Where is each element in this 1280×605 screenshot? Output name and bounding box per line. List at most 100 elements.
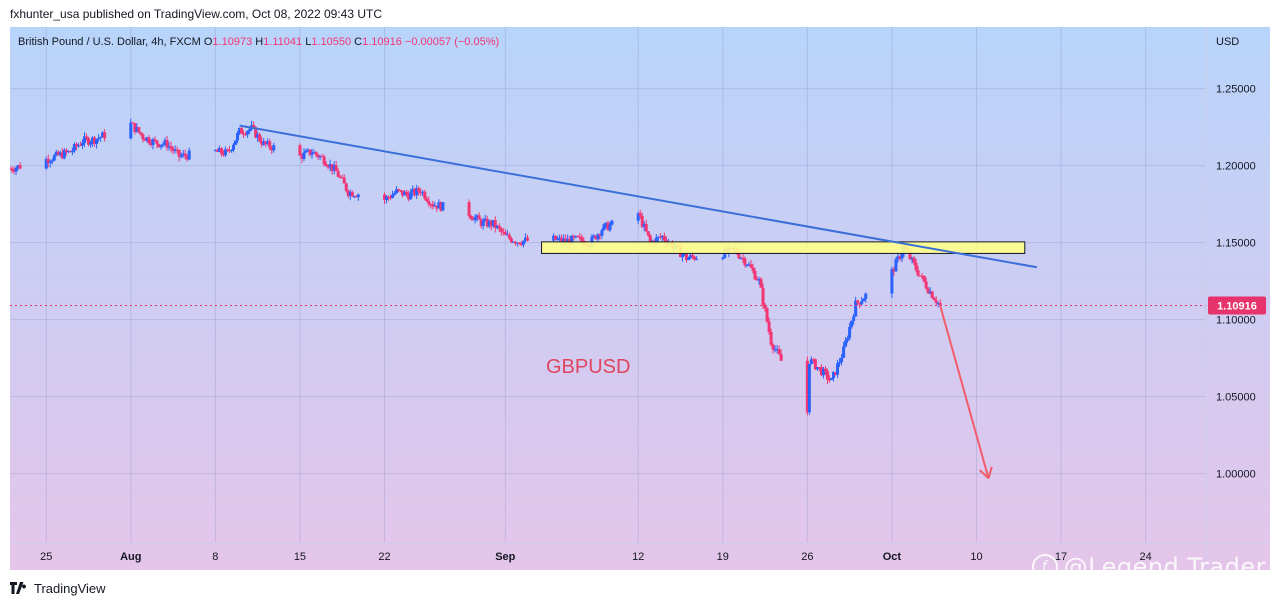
candle-body <box>266 141 270 144</box>
candle-body <box>387 196 391 198</box>
candle-body <box>513 241 517 244</box>
candle-body <box>846 338 850 341</box>
candle-body <box>229 149 233 151</box>
candle-body <box>608 224 612 231</box>
candle-body <box>745 264 749 266</box>
candle-body <box>411 189 415 193</box>
trendline[interactable] <box>239 124 1038 269</box>
candle-body <box>435 205 439 209</box>
candle-body <box>662 235 666 241</box>
candle-body <box>131 122 135 124</box>
y-tick-label: 1.10000 <box>1216 315 1256 327</box>
candle-body <box>270 147 274 151</box>
legend-part: O <box>204 36 213 48</box>
candle-body <box>815 367 819 370</box>
candle-body <box>161 144 165 146</box>
x-tick-label: 12 <box>632 551 644 563</box>
candle-body <box>842 346 846 358</box>
candle-body <box>318 156 322 158</box>
candle-body <box>316 154 320 158</box>
candle-body <box>340 177 344 179</box>
candle-body <box>767 321 771 332</box>
legend-part: 1.10550 <box>311 36 354 48</box>
candle-body <box>234 140 238 145</box>
candle-body <box>640 215 644 227</box>
symbol-annotation[interactable]: GBPUSD <box>546 356 630 378</box>
candle-body <box>602 224 606 231</box>
candle-body <box>832 372 836 379</box>
candle-body <box>171 148 175 152</box>
projection-arrow-head <box>979 469 990 480</box>
candle-body <box>397 189 401 191</box>
projection-arrow[interactable] <box>939 305 990 479</box>
candle-body <box>852 316 856 321</box>
candle-body <box>246 131 250 135</box>
candle-body <box>437 202 441 209</box>
candle-body <box>658 236 662 238</box>
candle-body <box>231 144 235 150</box>
candle-body <box>519 244 523 246</box>
candle-body <box>779 354 783 361</box>
candle-body <box>91 137 95 143</box>
candle-body <box>385 196 389 200</box>
candle-body <box>606 222 610 231</box>
candle-body <box>268 141 272 148</box>
candle-body <box>356 194 360 198</box>
candle-body <box>610 220 614 225</box>
candle-body <box>821 368 825 376</box>
resistance-zone[interactable] <box>541 241 1026 254</box>
candle-body <box>391 194 395 198</box>
candle-body <box>691 255 695 257</box>
y-tick-label: 1.00000 <box>1216 469 1256 481</box>
candle-body <box>56 151 60 156</box>
candle-body <box>469 215 473 219</box>
candle-body <box>254 127 258 138</box>
x-tick-label: 25 <box>40 551 52 563</box>
candle-body <box>829 378 833 380</box>
candle-body <box>14 167 18 172</box>
candle-body <box>153 139 157 141</box>
x-tick-label: Oct <box>883 551 902 563</box>
candle-body <box>926 288 930 294</box>
candle-body <box>554 235 558 240</box>
candles <box>10 118 942 416</box>
candle-body <box>898 256 902 259</box>
drawings[interactable]: 1.10916 <box>10 124 1266 480</box>
candle-body <box>807 363 811 413</box>
candle-body <box>151 139 155 146</box>
candle-body <box>157 144 161 147</box>
candle-body <box>497 225 501 229</box>
candle-body <box>636 213 640 221</box>
candle-body <box>763 304 767 309</box>
price-chart[interactable]: 1.10916 1.25000 1.20000 1.15000 1.10000 1.05… <box>10 27 1270 570</box>
candle-body <box>328 164 332 168</box>
candle-body <box>578 236 582 238</box>
candle-body <box>862 298 866 302</box>
candle-body <box>143 138 147 141</box>
candle-body <box>580 236 584 241</box>
candle-body <box>181 153 185 156</box>
candle-body <box>757 278 761 281</box>
candle-body <box>306 149 310 151</box>
candle-body <box>936 302 940 304</box>
candle-body <box>225 149 229 151</box>
chart-area[interactable]: 1.10916 1.25000 1.20000 1.15000 1.10000 1.05… <box>10 27 1270 570</box>
candle-body <box>844 340 848 347</box>
candle-body <box>525 237 529 241</box>
candle-body <box>934 300 938 304</box>
candle-body <box>515 242 519 244</box>
candle-body <box>507 234 511 239</box>
candle-body <box>856 300 860 303</box>
candle-body <box>66 150 70 153</box>
candle-body <box>912 257 916 263</box>
candle-body <box>918 275 922 277</box>
candle-body <box>908 251 912 260</box>
candle-body <box>97 138 101 140</box>
candle-body <box>413 189 417 196</box>
candle-body <box>560 237 564 242</box>
candle-body <box>338 176 342 178</box>
candle-body <box>159 145 163 147</box>
candle-body <box>562 238 566 242</box>
candle-body <box>213 150 217 152</box>
candle-body <box>932 298 936 301</box>
